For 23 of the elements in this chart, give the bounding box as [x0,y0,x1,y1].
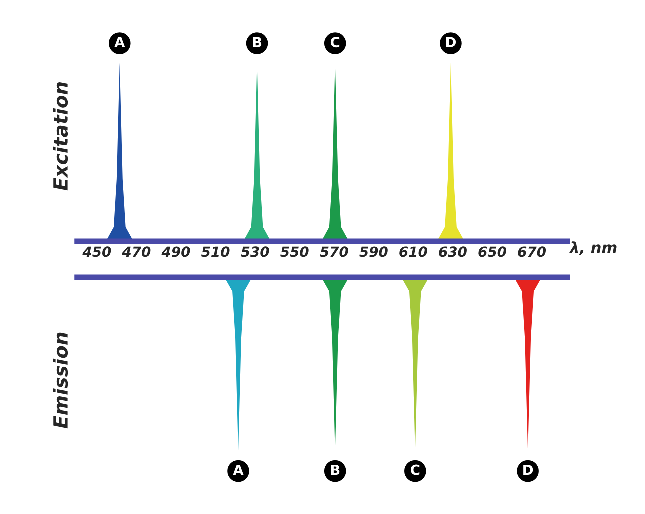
x-tick-label: 510 [201,246,230,258]
x-tick-label: 650 [478,246,506,258]
x-axis-title: λ, nm [569,242,617,256]
x-tick-label: 670 [518,246,546,258]
x-tick-label: 550 [280,246,309,258]
annotation: B [331,464,340,476]
x-tick-label: 590 [360,246,388,258]
annotation: B [253,37,262,48]
y-axis-title: Excitation [53,82,68,191]
x-tick-label: 470 [122,246,151,258]
annotation: A [114,37,126,48]
annotation: A [233,464,244,476]
annotation: C [330,37,340,48]
y-axis-title: Emission [53,332,68,429]
annotation: D [446,37,456,48]
x-tick-label: 490 [162,246,190,258]
x-tick-label: 530 [240,246,270,258]
annotation: D [524,464,534,476]
x-tick-label: 630 [439,246,467,258]
x-tick-label: 450 [82,246,112,258]
x-tick-label: 570 [320,246,348,258]
x-tick-label: 610 [400,246,428,258]
annotation: C [410,464,420,476]
